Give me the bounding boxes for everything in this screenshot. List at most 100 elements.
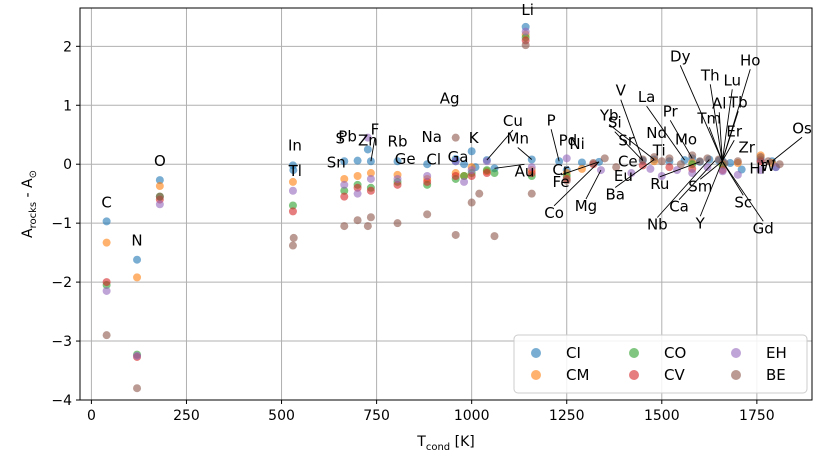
point-label: In	[288, 136, 302, 154]
x-tick-label: 0	[87, 408, 96, 424]
point-label: Tb	[728, 93, 748, 111]
x-tick-label: 1000	[454, 408, 490, 424]
label-leader-line	[709, 84, 723, 162]
label-leader-line	[771, 136, 803, 162]
data-point-be	[527, 189, 536, 198]
data-point-be	[366, 213, 375, 222]
axis-ticks: 0 250 500 750 1000 1250 1500 1750 −4 −3 −2 −1 0 1 2	[51, 39, 774, 424]
data-point-cv	[467, 172, 476, 180]
data-point-eh	[133, 351, 142, 360]
label-leader-line	[679, 65, 723, 162]
data-point-be	[393, 219, 402, 228]
data-point-eh	[718, 167, 727, 176]
data-point-eh	[733, 170, 742, 179]
y-tick-label: −1	[51, 216, 72, 232]
data-point-be	[665, 154, 674, 163]
data-point-cv	[366, 186, 375, 195]
data-point-eh	[288, 186, 297, 195]
plot-frame	[79, 7, 813, 401]
data-point-be	[688, 151, 697, 160]
point-label: Ce	[618, 152, 638, 170]
data-point-ci	[340, 157, 349, 166]
data-point-ci	[393, 157, 402, 166]
point-label: Th	[700, 66, 720, 84]
data-point-be	[756, 153, 765, 162]
point-label: Tm	[696, 109, 721, 127]
data-point-be	[521, 41, 530, 50]
data-point-eh	[363, 133, 372, 142]
label-leader-line	[494, 163, 525, 169]
data-point-be	[676, 160, 685, 169]
point-label: Au	[515, 162, 535, 180]
label-leader-line	[699, 161, 723, 217]
label-leader-line	[656, 159, 710, 218]
data-point-ci	[726, 159, 735, 168]
data-point-eh	[527, 163, 536, 172]
point-label: Ag	[440, 90, 460, 108]
data-point-be	[289, 233, 298, 242]
data-point-cm	[353, 172, 362, 180]
data-point-be	[562, 176, 571, 185]
y-tick-label: −2	[51, 275, 72, 291]
legend-label: CM	[566, 366, 589, 384]
label-leader-line	[560, 161, 600, 176]
point-label: Mo	[675, 130, 697, 148]
y-tick-label: −4	[51, 393, 72, 409]
point-label: Rb	[388, 132, 408, 150]
point-label: Eu	[614, 167, 633, 185]
point-label: Co	[544, 204, 564, 222]
data-point-eh	[340, 180, 349, 189]
data-point-eh	[627, 169, 636, 178]
point-label: Ru	[650, 175, 669, 193]
data-point-ci	[577, 158, 586, 167]
point-label: Ti	[652, 141, 666, 159]
label-leader-line	[614, 131, 644, 161]
point-label: Li	[521, 1, 534, 19]
y-tick-label: −3	[51, 334, 72, 350]
point-label: Nd	[646, 124, 667, 142]
data-point-eh	[756, 166, 765, 175]
data-point-cv	[393, 180, 402, 189]
data-point-cv	[665, 163, 674, 172]
data-point-be	[612, 163, 621, 172]
x-tick-label: 1500	[644, 408, 680, 424]
label-leader-line	[614, 159, 655, 188]
data-point-co	[288, 201, 297, 210]
label-leader-line	[585, 169, 602, 200]
label-leader-line	[659, 161, 700, 178]
y-axis-label: Arocks - A⊙	[20, 170, 39, 238]
point-label: C	[101, 193, 111, 211]
x-tick-label: 500	[268, 408, 295, 424]
point-label: Er	[726, 122, 742, 140]
point-label: Zn	[358, 131, 378, 149]
label-leader-line	[370, 138, 376, 162]
point-label: Yb	[599, 106, 619, 124]
data-point-eh	[562, 154, 571, 163]
x-tick-label: 250	[173, 408, 200, 424]
point-label: Sn	[327, 153, 346, 171]
data-point-be	[423, 210, 432, 219]
x-tick-label: 1250	[549, 408, 585, 424]
point-label: Zr	[738, 138, 755, 156]
data-point-eh	[521, 27, 530, 36]
label-leader-line	[708, 127, 723, 162]
legend-label: CI	[566, 344, 581, 362]
point-label: Pd	[559, 131, 578, 149]
label-leader-line	[550, 129, 560, 162]
point-label: Ba	[605, 185, 624, 203]
data-point-be	[600, 154, 609, 163]
data-point-eh	[467, 166, 476, 175]
label-leader-line	[669, 120, 693, 159]
data-point-be	[695, 157, 704, 166]
point-label: F	[371, 120, 380, 138]
data-point-cv	[102, 278, 111, 287]
data-point-ci	[467, 147, 476, 156]
point-label: Si	[608, 114, 622, 132]
data-point-eh	[688, 169, 697, 178]
point-label: Sr	[618, 131, 635, 149]
data-point-be	[451, 133, 460, 142]
point-label: Tl	[288, 162, 302, 180]
data-point-cv	[451, 172, 460, 180]
